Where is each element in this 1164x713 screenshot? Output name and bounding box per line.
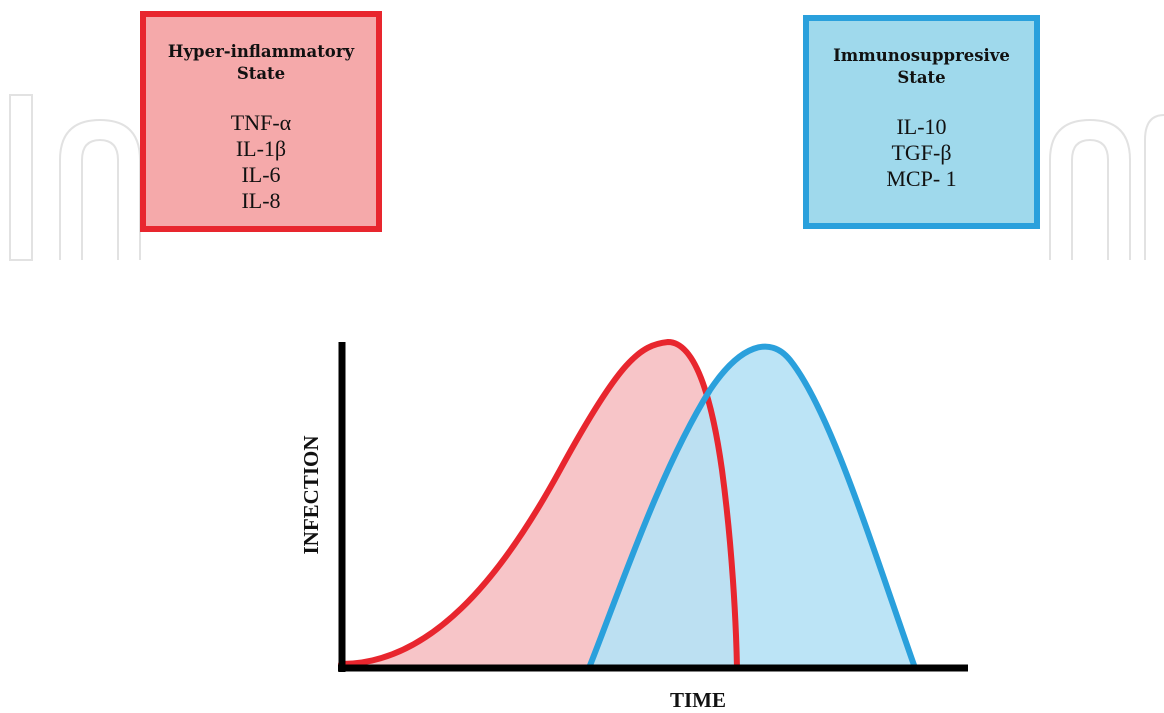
cytokine-item: TGF-β — [891, 140, 952, 165]
cytokine-item: IL-6 — [241, 162, 281, 187]
watermark-stroke — [1144, 114, 1164, 260]
watermark-stroke — [1049, 118, 1131, 260]
immunosuppressive-title: Immunosuppresive State — [809, 45, 1034, 89]
watermark-stroke — [9, 94, 33, 261]
hyper-inflammatory-curve — [338, 338, 740, 671]
hyper-title-line1: Hyper-inflammatory — [167, 42, 355, 61]
watermark-stroke — [81, 138, 119, 260]
immunosuppressive-cytokine-list: IL-10 TGF-β MCP- 1 — [809, 114, 1034, 192]
cytokine-item: IL-1β — [235, 136, 287, 161]
y-axis-label: INFECTION — [299, 435, 323, 554]
hyper-inflammatory-box: Hyper-inflammatory State TNF-α IL-1β IL-… — [140, 11, 382, 232]
immunosuppressive-box: Immunosuppresive State IL-10 TGF-β MCP- … — [803, 15, 1040, 229]
cytokine-item: TNF-α — [230, 110, 292, 135]
immunosuppressive-curve-fill — [589, 346, 915, 668]
cytokine-item: IL-10 — [896, 114, 947, 139]
immuno-title-line1: Immunosuppresive — [833, 46, 1010, 65]
background-watermark — [9, 94, 1164, 261]
watermark-stroke — [1071, 138, 1109, 260]
immuno-title-line2: State — [897, 68, 946, 87]
hyper-inflammatory-cytokine-list: TNF-α IL-1β IL-6 IL-8 — [146, 110, 376, 214]
hyper-inflammatory-title: Hyper-inflammatory State — [146, 41, 376, 85]
x-axis-label: TIME — [670, 688, 726, 712]
cytokine-item: IL-8 — [241, 188, 281, 213]
hyper-title-line2: State — [236, 64, 286, 83]
watermark-stroke — [59, 118, 141, 260]
immunosuppressive-curve — [586, 343, 918, 671]
cytokine-item: MCP- 1 — [886, 166, 957, 191]
